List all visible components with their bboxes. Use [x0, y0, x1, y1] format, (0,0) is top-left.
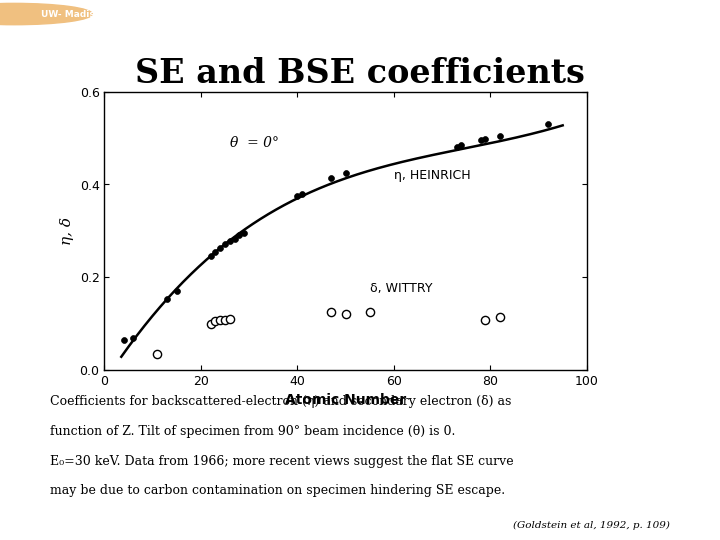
Point: [340, 310, 351, 319]
Point: [340, 168, 351, 177]
Point: [456, 141, 467, 150]
Point: [210, 317, 221, 326]
Point: [451, 143, 462, 152]
Text: (Goldstein et al, 1992, p. 109): (Goldstein et al, 1992, p. 109): [513, 521, 670, 530]
Point: [224, 237, 235, 245]
Text: θ  = 0°: θ = 0°: [230, 137, 279, 151]
Point: [234, 231, 246, 240]
Point: [542, 120, 554, 129]
Point: [210, 247, 221, 256]
Point: [297, 190, 308, 198]
Point: [325, 308, 337, 316]
Text: function of Z. Tilt of specimen from 90° beam incidence (θ) is 0.: function of Z. Tilt of specimen from 90°…: [50, 425, 456, 438]
Point: [494, 132, 505, 140]
Y-axis label: η, δ: η, δ: [60, 217, 74, 245]
Point: [224, 315, 235, 323]
Text: SE and BSE coefficients: SE and BSE coefficients: [135, 57, 585, 90]
Text: E₀=30 keV. Data from 1966; more recent views suggest the flat SE curve: E₀=30 keV. Data from 1966; more recent v…: [50, 455, 514, 468]
Point: [229, 234, 240, 243]
X-axis label: Atomic Number: Atomic Number: [285, 393, 406, 407]
Point: [204, 252, 216, 261]
Point: [161, 295, 173, 303]
Point: [219, 315, 230, 324]
Point: [204, 319, 216, 328]
Point: [118, 335, 130, 344]
Point: [325, 173, 337, 182]
Point: [171, 287, 183, 295]
Circle shape: [0, 3, 92, 25]
Text: may be due to carbon contamination on specimen hindering SE escape.: may be due to carbon contamination on sp…: [50, 484, 505, 497]
Point: [494, 312, 505, 321]
Text: η, HEINRICH: η, HEINRICH: [394, 170, 470, 183]
Point: [475, 136, 487, 145]
Point: [364, 308, 376, 316]
Point: [219, 240, 230, 248]
Point: [215, 316, 226, 325]
Text: UW- Madison Geology  777: UW- Madison Geology 777: [41, 10, 177, 18]
Point: [152, 349, 163, 358]
Point: [292, 192, 303, 200]
Text: Coefficients for backscattered-electron (η) and secondary electron (δ) as: Coefficients for backscattered-electron …: [50, 395, 512, 408]
Text: δ, WITTRY: δ, WITTRY: [370, 282, 432, 295]
Point: [480, 316, 491, 325]
Point: [215, 244, 226, 252]
Point: [238, 229, 250, 238]
Point: [127, 334, 139, 343]
Point: [480, 135, 491, 144]
